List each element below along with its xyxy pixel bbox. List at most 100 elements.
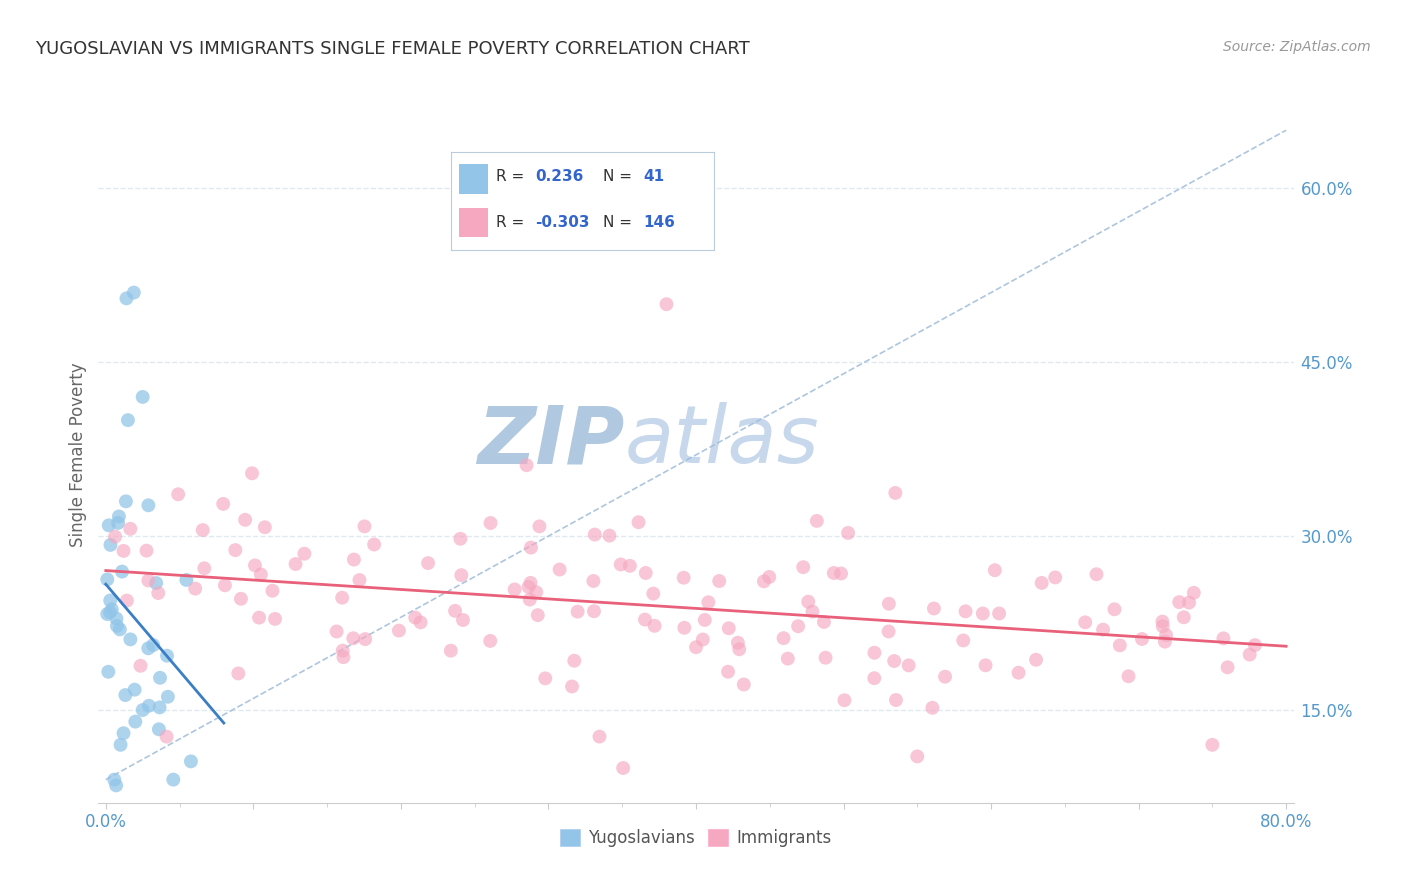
- Point: [823, 566, 845, 580]
- Point: [1118, 669, 1140, 683]
- Point: [138, 574, 160, 588]
- Point: [479, 634, 502, 648]
- Point: [131, 703, 153, 717]
- Point: [349, 573, 371, 587]
- Point: [1173, 610, 1195, 624]
- Point: [830, 566, 852, 581]
- Point: [240, 467, 263, 481]
- Point: [330, 591, 353, 605]
- Point: [233, 513, 256, 527]
- Point: [934, 670, 956, 684]
- Point: [100, 538, 122, 552]
- Point: [96, 573, 118, 587]
- Point: [1108, 638, 1130, 652]
- Point: [797, 595, 820, 609]
- Point: [752, 574, 775, 589]
- Point: [813, 615, 835, 629]
- Point: [193, 561, 215, 575]
- Point: [264, 612, 287, 626]
- Text: ZIP: ZIP: [477, 402, 624, 480]
- Point: [877, 624, 900, 639]
- Point: [115, 593, 138, 607]
- Point: [582, 604, 605, 618]
- Point: [1212, 632, 1234, 646]
- Point: [224, 543, 246, 558]
- Point: [567, 605, 589, 619]
- Point: [503, 582, 526, 597]
- Point: [167, 487, 190, 501]
- Point: [131, 390, 153, 404]
- Point: [284, 557, 307, 571]
- Point: [409, 615, 432, 630]
- Point: [262, 583, 284, 598]
- Point: [520, 541, 543, 555]
- Point: [955, 604, 977, 618]
- Point: [479, 516, 502, 530]
- Point: [758, 570, 780, 584]
- Point: [451, 613, 474, 627]
- Y-axis label: Single Female Poverty: Single Female Poverty: [69, 363, 87, 547]
- Point: [884, 693, 907, 707]
- Point: [112, 726, 135, 740]
- Point: [1201, 738, 1223, 752]
- Point: [124, 682, 146, 697]
- Point: [787, 619, 810, 633]
- Point: [806, 514, 828, 528]
- Point: [612, 761, 634, 775]
- Point: [450, 568, 472, 582]
- Point: [988, 607, 1011, 621]
- Legend: Yugoslavians, Immigrants: Yugoslavians, Immigrants: [554, 822, 838, 854]
- Point: [440, 643, 463, 657]
- Point: [727, 636, 749, 650]
- Point: [1152, 615, 1174, 629]
- Point: [214, 578, 236, 592]
- Point: [922, 601, 945, 615]
- Point: [517, 580, 540, 594]
- Point: [548, 562, 571, 576]
- Point: [1154, 634, 1177, 648]
- Point: [1074, 615, 1097, 630]
- Point: [672, 571, 695, 585]
- Point: [145, 576, 167, 591]
- Point: [1031, 575, 1053, 590]
- Point: [1045, 570, 1067, 584]
- Point: [124, 714, 146, 729]
- Point: [110, 738, 132, 752]
- Point: [97, 518, 120, 533]
- Point: [325, 624, 347, 639]
- Point: [98, 593, 121, 607]
- Point: [243, 558, 266, 573]
- Point: [404, 610, 426, 624]
- Point: [253, 520, 276, 534]
- Point: [148, 723, 170, 737]
- Point: [634, 566, 657, 580]
- Point: [643, 586, 665, 600]
- Point: [1025, 653, 1047, 667]
- Point: [294, 547, 316, 561]
- Point: [180, 755, 202, 769]
- Point: [1092, 623, 1115, 637]
- Point: [952, 633, 974, 648]
- Point: [101, 602, 124, 616]
- Point: [156, 648, 179, 663]
- Point: [1168, 595, 1191, 609]
- Point: [561, 680, 583, 694]
- Point: [149, 700, 172, 714]
- Point: [142, 638, 165, 652]
- Point: [883, 654, 905, 668]
- Point: [228, 666, 250, 681]
- Point: [444, 604, 467, 618]
- Point: [588, 730, 610, 744]
- Point: [582, 574, 605, 588]
- Point: [1130, 632, 1153, 646]
- Point: [108, 623, 131, 637]
- Point: [1085, 567, 1108, 582]
- Point: [792, 560, 814, 574]
- Point: [184, 582, 207, 596]
- Point: [814, 650, 837, 665]
- Point: [98, 606, 121, 620]
- Point: [905, 749, 928, 764]
- Point: [354, 632, 377, 646]
- Point: [120, 632, 142, 647]
- Point: [229, 591, 252, 606]
